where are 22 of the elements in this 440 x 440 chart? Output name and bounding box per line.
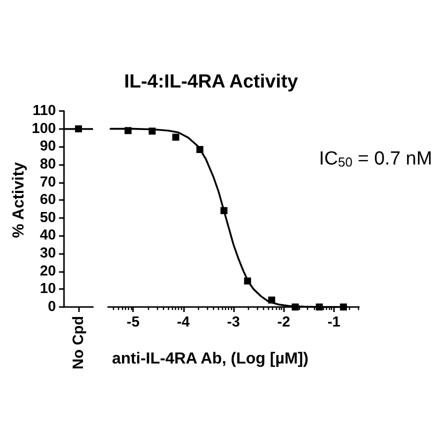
y-tick-label: 80 (40, 156, 56, 172)
x-tick-label: -3 (227, 314, 240, 330)
y-axis-title: % Activity (10, 162, 28, 238)
y-tick-label: 110 (32, 103, 56, 119)
x-axis-title: anti-IL-4RA Ab, (Log [µM]) (112, 350, 308, 368)
y-tick-label: 30 (40, 246, 56, 262)
y-tick-label: 60 (40, 192, 56, 208)
chart-title: IL-4:IL-4RA Activity (124, 72, 298, 92)
y-tick-label: 90 (40, 138, 56, 155)
x-tick-label: -5 (126, 314, 140, 330)
y-tick-label: 10 (40, 281, 56, 298)
y-tick-label: 50 (40, 210, 56, 226)
x-tick-label: -4 (176, 314, 190, 330)
y-tick-label: 70 (40, 174, 56, 190)
y-tick-label: 0 (48, 299, 56, 315)
annotation: IC50 = 0.7 nM (319, 148, 432, 170)
x-tick-label: -2 (277, 314, 290, 330)
y-tick-label: 100 (32, 120, 56, 137)
x-tick-label: No Cpd (70, 316, 87, 370)
y-tick-label: 40 (40, 228, 56, 244)
y-tick-label: 20 (40, 263, 56, 280)
x-tick-label: -1 (327, 314, 340, 330)
